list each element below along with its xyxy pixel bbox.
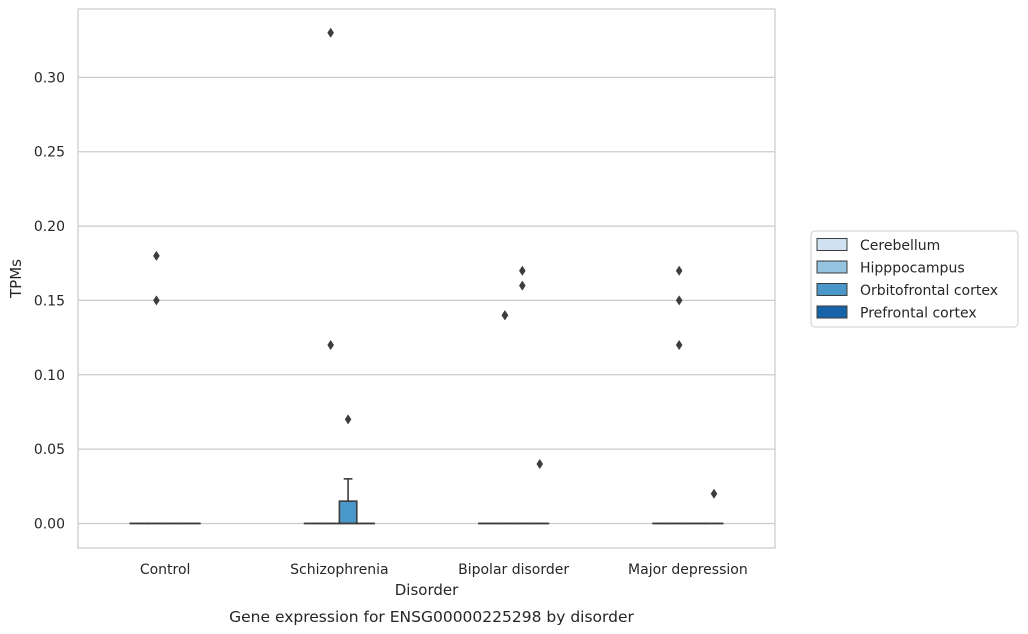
- outlier-point: [675, 295, 683, 306]
- outlier-point: [675, 340, 683, 351]
- x-tick-label: Control: [140, 562, 191, 578]
- y-tick-labels: 0.00 0.05 0.10 0.15 0.20 0.25 0.30: [34, 70, 65, 532]
- box-group-control: [129, 250, 201, 525]
- figure-caption: Gene expression for ENSG00000225298 by d…: [229, 608, 634, 626]
- outlier-point: [536, 458, 544, 469]
- y-tick-label: 0.30: [34, 70, 65, 86]
- x-tick-label: Bipolar disorder: [458, 562, 569, 578]
- plot-frame: [77, 8, 776, 549]
- x-tick-label: Major depression: [628, 562, 748, 578]
- outlier-point: [327, 27, 334, 38]
- box: [338, 500, 358, 525]
- y-tick-label: 0.25: [34, 145, 65, 161]
- legend-frame: [810, 230, 1019, 328]
- outlier-point: [344, 414, 352, 425]
- outlier-point: [675, 265, 683, 276]
- x-tick-label: Schizophrenia: [290, 562, 388, 578]
- outlier-point: [501, 310, 509, 321]
- legend: Cerebellum Hipppocampus Orbitofrontal cort…: [810, 230, 1019, 328]
- y-tick-label: 0.00: [34, 516, 65, 532]
- y-tick-label: 0.20: [34, 219, 65, 235]
- y-tick-label: 0.15: [34, 293, 65, 309]
- box-groups: [129, 27, 724, 525]
- y-axis-label: TPMs: [7, 259, 25, 299]
- legend-swatch: [816, 305, 848, 319]
- outlier-point: [153, 295, 160, 306]
- legend-label: Orbitofrontal cortex: [860, 283, 998, 299]
- outlier-point: [519, 265, 526, 276]
- box-group-major-depression: [652, 265, 724, 525]
- outlier-point: [710, 488, 718, 499]
- legend-swatch: [816, 283, 848, 296]
- legend-label: Hipppocampus: [860, 261, 965, 277]
- legend-swatch: [816, 260, 848, 274]
- y-tick-label: 0.10: [34, 368, 65, 384]
- outlier-point: [153, 250, 160, 261]
- legend-swatch: [816, 238, 848, 251]
- outlier-point: [519, 280, 526, 291]
- x-axis-label: Disorder: [395, 581, 459, 599]
- outlier-point: [327, 340, 334, 351]
- box-group-schizophrenia: [303, 27, 376, 525]
- legend-label: Cerebellum: [860, 238, 940, 254]
- y-tick-label: 0.05: [34, 442, 65, 458]
- legend-label: Prefrontal cortex: [860, 306, 977, 322]
- x-tick-labels: Control Schizophrenia Bipolar disorder Majo…: [140, 562, 748, 578]
- box-group-bipolar-disorder: [477, 265, 550, 525]
- y-gridlines: [78, 76, 775, 525]
